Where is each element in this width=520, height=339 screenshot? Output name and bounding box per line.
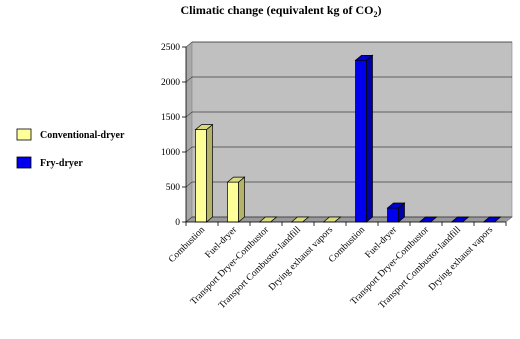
bar-side bbox=[206, 123, 213, 223]
y-tick-label: 1000 bbox=[161, 148, 180, 158]
legend-swatch-fry-dryer bbox=[16, 156, 32, 169]
bar bbox=[386, 202, 406, 223]
bar-front bbox=[355, 59, 367, 223]
y-tick-label: 500 bbox=[166, 183, 181, 193]
gridline bbox=[185, 76, 512, 83]
bar-front bbox=[195, 129, 207, 223]
y-tick-label: 2000 bbox=[161, 78, 180, 88]
legend-label-fry-dryer: Fry-dryer bbox=[40, 158, 83, 169]
gridlines bbox=[185, 41, 512, 223]
x-category-label: Combustion bbox=[167, 225, 207, 265]
bar-top bbox=[386, 202, 406, 209]
y-axis: 0 500 1000 1500 2000 2500 bbox=[161, 43, 187, 228]
gridline bbox=[185, 41, 512, 48]
plot-area bbox=[185, 41, 513, 223]
chart-title-end: ) bbox=[378, 3, 382, 17]
legend: Conventional-dryer Fry-dryer bbox=[16, 128, 125, 169]
bar-side bbox=[366, 54, 373, 223]
bar-front bbox=[387, 207, 399, 223]
gridline bbox=[185, 111, 512, 118]
chart-title-sub: 2 bbox=[374, 10, 378, 19]
bar-front bbox=[227, 181, 239, 223]
legend-label-conventional-dryer: Conventional-dryer bbox=[40, 130, 125, 141]
bar bbox=[354, 54, 374, 223]
bar-side bbox=[238, 176, 245, 223]
gridline bbox=[185, 181, 512, 188]
bar-top bbox=[354, 54, 374, 61]
chart-title-main: Climatic change (equivalent kg of CO bbox=[181, 3, 374, 17]
y-tick-label: 2500 bbox=[161, 43, 180, 53]
gridline bbox=[185, 216, 512, 223]
legend-swatch-conventional-dryer bbox=[16, 128, 32, 141]
plot-side-wall bbox=[186, 42, 192, 222]
x-category-label: Drying exhaust vapors bbox=[427, 225, 495, 293]
bar-top bbox=[226, 176, 246, 183]
y-tick-label: 0 bbox=[175, 218, 180, 228]
bars bbox=[194, 54, 502, 223]
bar bbox=[226, 176, 246, 223]
gridline bbox=[185, 146, 512, 153]
y-tick-label: 1500 bbox=[161, 113, 180, 123]
x-category-label: Drying exhaust vapors bbox=[267, 225, 335, 293]
bar-top bbox=[194, 124, 214, 130]
bar bbox=[194, 123, 214, 223]
plot-back-wall bbox=[191, 41, 513, 218]
chart-title: Climatic change (equivalent kg of CO2) bbox=[181, 3, 382, 19]
